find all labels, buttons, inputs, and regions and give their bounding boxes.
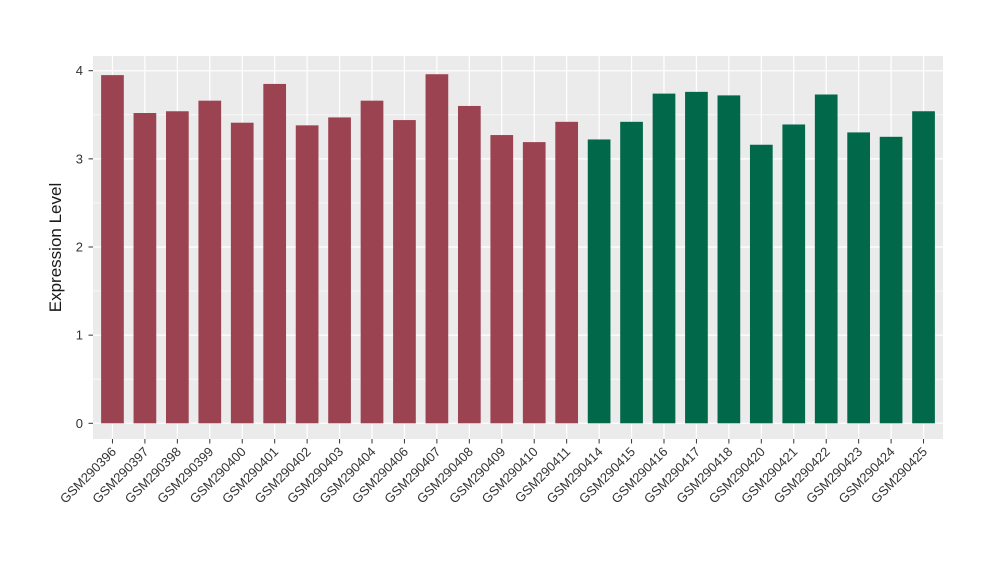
bar-GSM290398 <box>165 111 189 424</box>
bar-GSM290396 <box>101 75 124 424</box>
y-tick-label: 0 <box>76 416 83 431</box>
bar-GSM290423 <box>847 132 871 424</box>
y-tick-label: 1 <box>76 328 83 343</box>
bar-GSM290421 <box>782 124 806 424</box>
bar-series <box>101 74 935 424</box>
bar-GSM290401 <box>263 83 287 424</box>
bar-GSM290402 <box>295 125 319 424</box>
bar-GSM290411 <box>555 121 579 424</box>
bar-GSM290409 <box>490 135 514 424</box>
bar-GSM290404 <box>360 100 384 424</box>
y-tick-label: 3 <box>76 151 83 166</box>
bar-GSM290408 <box>457 105 481 424</box>
bar-GSM290418 <box>717 95 741 424</box>
bar-GSM290425 <box>912 111 935 424</box>
bar-GSM290414 <box>587 139 611 424</box>
y-axis-title: Expression Level <box>46 183 65 312</box>
y-tick-label: 2 <box>76 240 83 255</box>
y-axis-tick-labels: 0 1 2 3 4 <box>76 63 83 431</box>
x-axis-tick-labels: GSM290396GSM290397GSM290398GSM290399GSM2… <box>57 444 930 506</box>
bar-GSM290417 <box>685 91 708 424</box>
bar-GSM290410 <box>522 142 546 424</box>
bar-GSM290416 <box>652 93 676 424</box>
bar-GSM290415 <box>620 121 643 424</box>
bar-GSM290407 <box>425 74 449 424</box>
bar-GSM290400 <box>230 122 254 424</box>
bar-GSM290424 <box>879 136 903 424</box>
bar-GSM290397 <box>133 113 157 424</box>
bar-GSM290399 <box>198 100 222 424</box>
bar-GSM290422 <box>814 94 838 424</box>
axis-tick-marks <box>88 70 925 444</box>
y-tick-label: 4 <box>76 63 83 78</box>
bar-GSM290403 <box>328 117 351 424</box>
bar-GSM290420 <box>749 144 773 424</box>
bar-GSM290406 <box>393 120 416 424</box>
